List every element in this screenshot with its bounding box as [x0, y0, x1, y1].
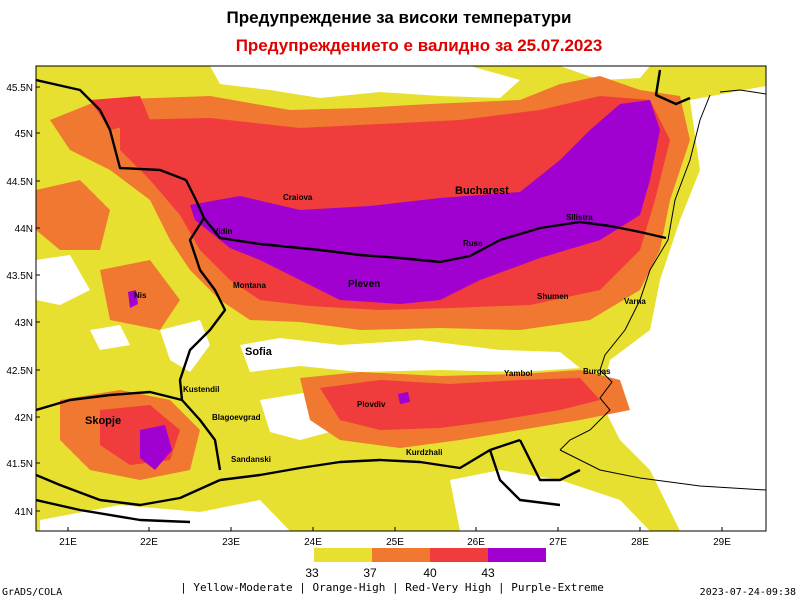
city-label: Sofia	[245, 346, 273, 358]
city-label: Kurdzhali	[406, 448, 442, 457]
city-label: Silistra	[566, 213, 593, 222]
lon-label: 29E	[713, 537, 731, 548]
lon-label: 28E	[631, 537, 649, 548]
lat-label: 42N	[15, 413, 33, 424]
lon-label: 23E	[222, 537, 240, 548]
lon-label: 26E	[467, 537, 485, 548]
city-label: Shumen	[537, 292, 569, 301]
legend-threshold: 43	[481, 566, 495, 580]
page-title: Предупреждение за високи температури	[226, 8, 572, 27]
city-label: Blagoevgrad	[212, 413, 261, 422]
longitude-axis: 21E 22E 23E 24E 25E 26E 27E 28E 29E	[59, 527, 731, 548]
lat-label: 43.5N	[6, 271, 33, 282]
city-label: Yambol	[504, 369, 532, 378]
software-credit: GrADS/COLA	[2, 587, 62, 598]
lat-label: 44N	[15, 224, 33, 235]
city-label: Bucharest	[455, 185, 509, 197]
city-label: Pleven	[348, 279, 380, 290]
city-label: Ruse	[463, 239, 483, 248]
city-label: Sandanski	[231, 455, 271, 464]
map-frame	[35, 65, 767, 532]
lat-label: 42.5N	[6, 366, 33, 377]
lon-label: 24E	[304, 537, 322, 548]
city-label: Kustendil	[183, 385, 219, 394]
legend-caption: | Yellow-Moderate | Orange-High | Red-Ve…	[180, 581, 604, 594]
lon-label: 25E	[386, 537, 404, 548]
lat-label: 41N	[15, 507, 33, 518]
legend-swatch-orange	[372, 548, 430, 562]
coastline	[559, 89, 766, 491]
lat-label: 41.5N	[6, 459, 33, 470]
city-label: Craiova	[283, 193, 313, 202]
lat-label: 43N	[15, 318, 33, 329]
legend-swatch-red	[430, 548, 488, 562]
legend-threshold: 37	[363, 566, 377, 580]
legend-swatch-purple	[488, 548, 546, 562]
city-label: Burgas	[583, 367, 611, 376]
city-label: Vidin	[213, 227, 233, 236]
legend-threshold: 33	[305, 566, 319, 580]
city-label: Varna	[624, 297, 646, 306]
city-label: Skopje	[85, 415, 121, 427]
temperature-field	[36, 66, 766, 531]
lon-label: 21E	[59, 537, 77, 548]
color-legend: 33 37 40 43 | Yellow-Moderate | Orange-H…	[180, 548, 604, 594]
city-label: Montana	[233, 281, 266, 290]
latitude-axis: 45.5N 45N 44.5N 44N 43.5N 43N 42.5N 42N 41.5N 41N	[6, 83, 40, 518]
lat-label: 44.5N	[6, 177, 33, 188]
legend-threshold: 40	[423, 566, 437, 580]
city-label: Plovdiv	[357, 400, 386, 409]
lat-label: 45.5N	[6, 83, 33, 94]
validity-subtitle: Предупреждението е валидно за 25.07.2023	[235, 36, 603, 55]
lon-label: 22E	[140, 537, 158, 548]
country-borders	[36, 69, 691, 524]
lat-label: 45N	[15, 129, 33, 140]
legend-swatch-yellow	[314, 548, 372, 562]
timestamp: 2023-07-24-09:38	[700, 587, 796, 598]
city-labels: Bucharest Craiova Vidin Pleven Montana Ruse Si…	[85, 185, 646, 464]
city-label: Nis	[134, 291, 147, 300]
lon-label: 27E	[549, 537, 567, 548]
